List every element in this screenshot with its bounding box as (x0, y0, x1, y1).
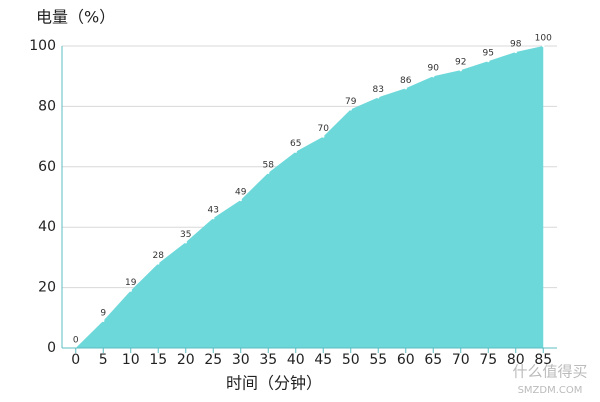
y-tick-label: 0 (47, 340, 56, 356)
value-label: 49 (235, 188, 247, 198)
x-axis-title: 时间（分钟） (226, 374, 322, 393)
watermark: SMZDM.COM (518, 385, 583, 396)
x-tick-label: 40 (287, 352, 305, 368)
value-label: 79 (345, 97, 357, 107)
point (294, 150, 297, 153)
value-label: 28 (153, 251, 165, 261)
x-tick-label: 5 (99, 352, 108, 368)
x-tick-label: 45 (314, 352, 332, 368)
value-label: 83 (373, 85, 384, 95)
point (267, 171, 270, 175)
point (129, 289, 132, 292)
value-label: 58 (263, 160, 275, 170)
x-tick-label: 30 (232, 352, 250, 368)
point (157, 262, 160, 265)
value-label: 65 (290, 139, 301, 149)
point (349, 108, 352, 111)
x-tick-label: 55 (369, 352, 387, 368)
value-label: 70 (318, 124, 330, 134)
point (239, 198, 242, 202)
x-tick-label: 25 (204, 352, 222, 368)
x-tick-label: 50 (342, 352, 360, 368)
value-label: 92 (455, 58, 466, 68)
value-label: 43 (208, 206, 219, 216)
value-label: 100 (535, 34, 552, 44)
x-tick-label: 10 (122, 352, 140, 368)
point (487, 59, 490, 63)
point (322, 135, 325, 138)
point (102, 319, 105, 323)
x-tick-label: 0 (71, 352, 80, 368)
point (404, 87, 407, 90)
value-label: 90 (428, 64, 440, 74)
point (459, 68, 462, 72)
value-label: 19 (125, 278, 137, 288)
value-label: 95 (483, 49, 494, 59)
value-label: 9 (100, 308, 106, 318)
area (75, 46, 544, 348)
y-tick-label: 20 (38, 280, 56, 296)
value-label: 98 (510, 40, 522, 50)
x-tick-label: 15 (149, 352, 167, 368)
y-tick-label: 40 (38, 219, 56, 235)
x-tick-label: 80 (507, 352, 525, 368)
point (542, 44, 545, 48)
x-tick-label: 75 (479, 352, 497, 368)
y-axis-title: 电量（%） (36, 8, 115, 27)
value-label: 0 (73, 336, 79, 346)
point (514, 50, 517, 54)
y-tick-label: 80 (38, 98, 56, 114)
point (377, 96, 380, 99)
x-tick-label: 65 (424, 352, 442, 368)
x-tick-label: 35 (259, 352, 277, 368)
point (212, 216, 215, 220)
x-tick-label: 20 (177, 352, 195, 368)
y-tick-label: 60 (38, 159, 56, 175)
x-tick-label: 85 (534, 352, 552, 368)
value-label: 35 (180, 230, 191, 240)
y-tick-label: 100 (29, 38, 56, 54)
x-tick-label: 70 (452, 352, 470, 368)
point (184, 241, 187, 244)
value-label: 86 (400, 76, 412, 86)
point (432, 75, 435, 78)
watermark: 什么值得买 (512, 363, 587, 381)
x-tick-label: 60 (397, 352, 415, 368)
